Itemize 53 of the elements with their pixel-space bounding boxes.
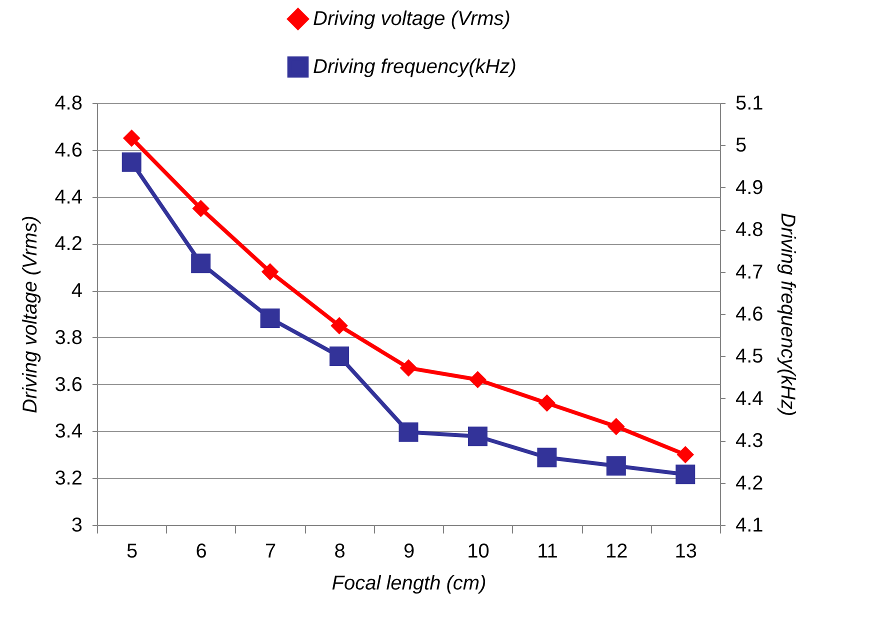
point bbox=[191, 254, 211, 274]
x-tick-label: 8 bbox=[334, 540, 346, 562]
x-tick-label: 9 bbox=[403, 540, 415, 562]
y-tick-label: 4.6 bbox=[54, 139, 82, 162]
x-axis-title: Focal length (cm) bbox=[332, 572, 486, 594]
y-tick-label: 4.8 bbox=[54, 92, 82, 114]
x-tick-label: 11 bbox=[537, 540, 558, 562]
point bbox=[398, 422, 418, 442]
y2-tick-label: 4.9 bbox=[736, 176, 764, 199]
y2-tick-label: 4.2 bbox=[736, 472, 764, 494]
y-tick-label: 3.8 bbox=[54, 326, 82, 349]
y2-tick-label: 5.1 bbox=[736, 92, 764, 114]
y-tick-label: 4 bbox=[71, 280, 82, 302]
x-tick-label: 5 bbox=[126, 540, 138, 562]
point bbox=[469, 370, 486, 388]
y2-tick-label: 5 bbox=[736, 134, 747, 157]
y2-tick-label: 4.6 bbox=[736, 304, 764, 326]
y-tick-label: 3.4 bbox=[54, 420, 82, 443]
y2-tick-label: 4.7 bbox=[736, 261, 764, 284]
y2-tick-label: 4.5 bbox=[736, 346, 764, 368]
y-tick-label: 3.6 bbox=[54, 374, 82, 396]
legend-label: Driving voltage (Vrms) bbox=[313, 8, 510, 30]
y-tick-label: 4.4 bbox=[54, 186, 82, 208]
y-tick-label: 3.2 bbox=[54, 468, 82, 490]
y-tick-label: 3 bbox=[71, 514, 82, 536]
point bbox=[606, 456, 626, 476]
point bbox=[261, 263, 279, 280]
x-tick-label: 13 bbox=[674, 540, 698, 562]
y2-tick-label: 4.8 bbox=[736, 219, 764, 242]
x-tick-label: 7 bbox=[264, 540, 276, 562]
y2-axis-title: Driving frequency(kHz) bbox=[776, 212, 798, 416]
y-tick-label: 4.2 bbox=[54, 233, 82, 256]
y2-tick-label: 4.4 bbox=[736, 388, 764, 410]
point bbox=[330, 346, 350, 366]
y2-tick-label: 4.3 bbox=[736, 430, 764, 452]
x-tick-label: 6 bbox=[196, 540, 207, 562]
x-tick-label: 10 bbox=[467, 540, 490, 562]
point bbox=[192, 200, 210, 218]
point bbox=[537, 448, 557, 468]
legend-label: Driving frequency(kHz) bbox=[313, 56, 516, 78]
point bbox=[122, 130, 140, 147]
point bbox=[330, 317, 348, 334]
point bbox=[538, 394, 556, 412]
point bbox=[608, 418, 625, 436]
y2-tick-label: 4.1 bbox=[736, 514, 764, 536]
point bbox=[260, 308, 280, 328]
point bbox=[676, 446, 694, 464]
point bbox=[676, 464, 696, 484]
point bbox=[400, 359, 418, 377]
point bbox=[468, 426, 488, 446]
point bbox=[122, 152, 142, 172]
y-axis-title: Driving voltage (Vrms) bbox=[20, 216, 42, 414]
x-tick-label: 12 bbox=[606, 540, 628, 562]
